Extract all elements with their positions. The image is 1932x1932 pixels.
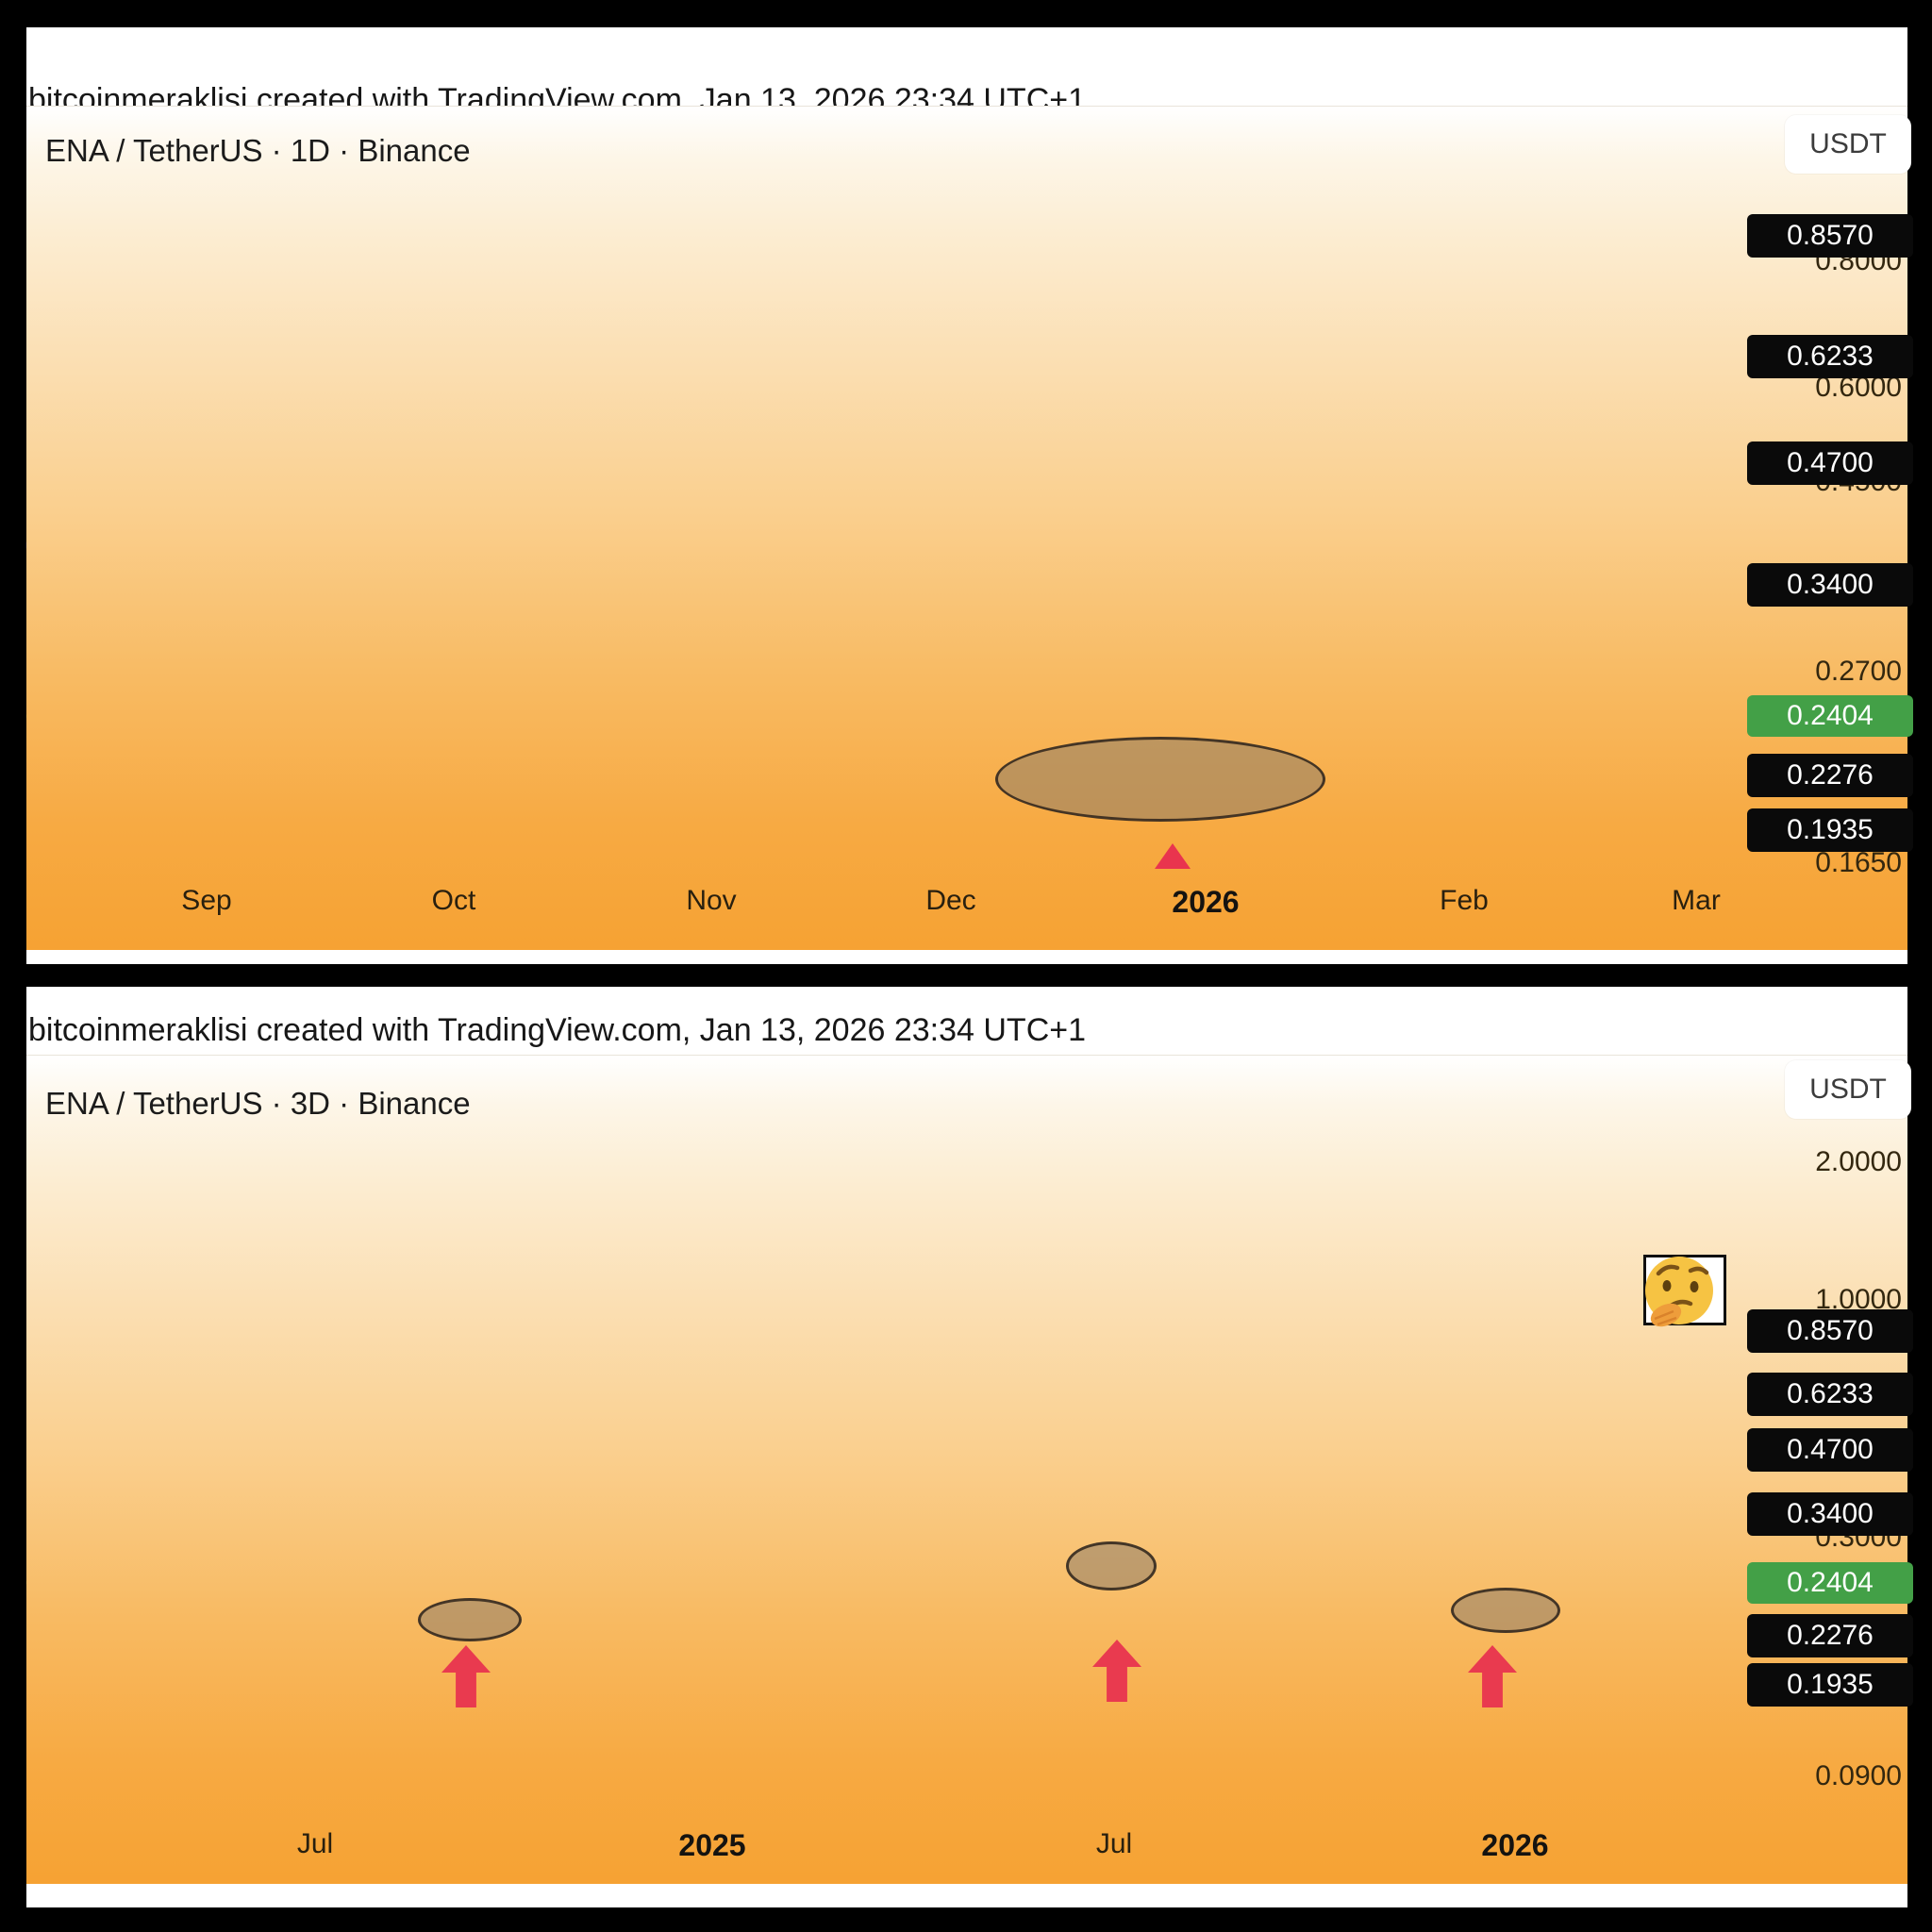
time-axis-label: 2026 (1481, 1828, 1549, 1862)
accumulation-zone-ellipse (1066, 1541, 1157, 1591)
bullish-triangle-icon (1155, 843, 1191, 869)
price-axis-tick: 0.1650 (1815, 847, 1902, 878)
last-price-label: 0.2404 (1747, 695, 1913, 738)
chart-panel-1d: bitcoinmeraklisi created with TradingVie… (26, 27, 1911, 964)
price-level-label: 0.8570 (1747, 1308, 1913, 1353)
price-axis-tick: 0.0900 (1815, 1760, 1902, 1791)
symbol-title-3d: ENA / TetherUS · 3D · Binance (45, 1086, 471, 1121)
price-axis-tick: 0.2700 (1815, 655, 1902, 687)
thinking-face-emoji-icon (1645, 1257, 1713, 1327)
time-axis-label: 2025 (678, 1828, 746, 1862)
time-axis-label: Oct (431, 885, 476, 916)
bullish-up-arrow-icon (1092, 1640, 1141, 1702)
time-axis-label: Nov (686, 885, 737, 916)
price-axis-tick: 2.0000 (1815, 1146, 1902, 1177)
price-level-label: 0.1935 (1747, 1663, 1913, 1707)
accumulation-zone-ellipse (418, 1598, 522, 1641)
chart-panel-3d: bitcoinmeraklisi created with TradingVie… (26, 987, 1911, 1907)
chart-plot-area-3d[interactable] (26, 1056, 1907, 1884)
attribution-text: bitcoinmeraklisi created with TradingVie… (28, 1012, 1087, 1048)
price-level-label: 0.8570 (1747, 214, 1913, 258)
price-level-label: 0.4700 (1747, 1428, 1913, 1472)
chart-plot-area-1d[interactable] (26, 107, 1907, 950)
time-axis-label: Sep (181, 885, 232, 916)
time-axis-label: Feb (1440, 885, 1489, 916)
accumulation-zone-ellipse (995, 737, 1325, 822)
price-level-label: 0.3400 (1747, 563, 1913, 608)
time-axis-label: Mar (1672, 885, 1721, 916)
price-level-label: 0.3400 (1747, 1491, 1913, 1536)
price-level-label: 0.4700 (1747, 441, 1913, 485)
currency-button[interactable]: USDT (1785, 1060, 1911, 1119)
bullish-up-arrow-icon (1468, 1645, 1517, 1707)
accumulation-zone-ellipse (1451, 1588, 1560, 1633)
time-axis-label: Jul (296, 1828, 334, 1859)
price-level-label: 0.2276 (1747, 1614, 1913, 1657)
currency-button[interactable]: USDT (1785, 115, 1911, 174)
price-level-label: 0.2276 (1747, 754, 1913, 797)
time-axis-label: Jul (1095, 1828, 1133, 1859)
bullish-up-arrow-icon (441, 1645, 491, 1707)
time-axis-label: 2026 (1172, 885, 1240, 919)
price-level-label: 0.6233 (1747, 334, 1913, 378)
price-level-label: 0.1935 (1747, 808, 1913, 852)
price-level-label: 0.6233 (1747, 1372, 1913, 1416)
symbol-title-1d: ENA / TetherUS · 1D · Binance (45, 133, 471, 168)
last-price-label: 0.2404 (1747, 1561, 1913, 1604)
time-axis-label: Dec (925, 885, 976, 916)
